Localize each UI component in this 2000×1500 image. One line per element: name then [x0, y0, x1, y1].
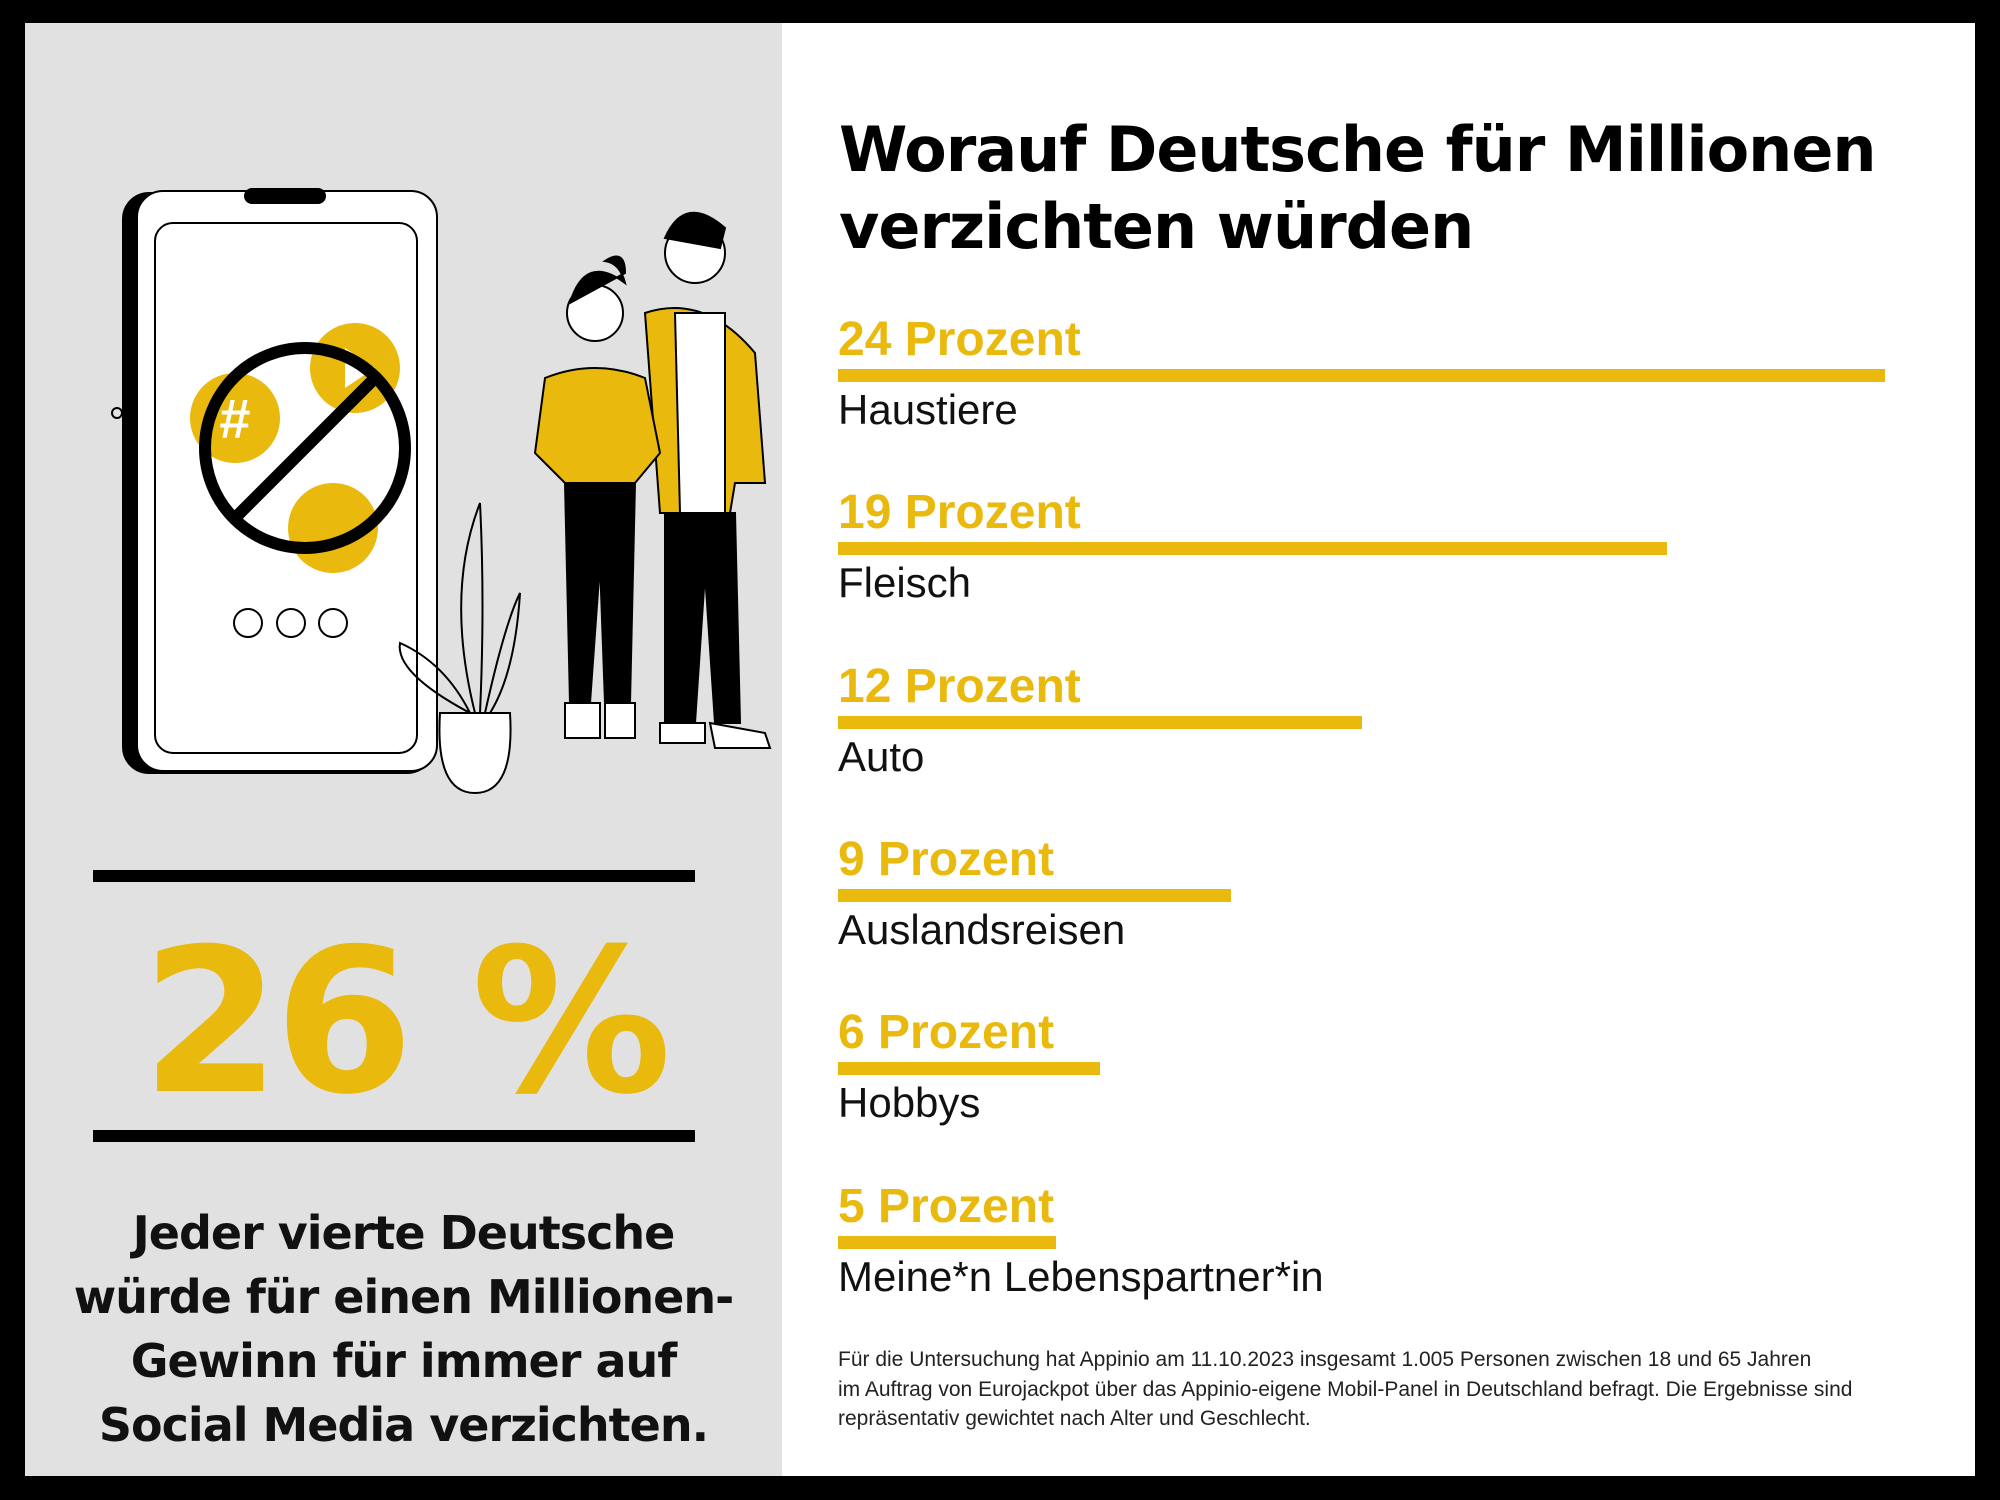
left-panel: # 2 — [25, 23, 782, 1476]
data-label: 6 Prozent — [838, 1006, 1055, 1060]
data-label: 12 Prozent — [838, 659, 1081, 713]
bar — [838, 1062, 1100, 1076]
category-label: Fleisch — [838, 559, 972, 607]
bar-item: 9 Prozent Auslandsreisen — [838, 833, 1231, 958]
bar — [838, 369, 1885, 382]
title-line: verzichten würden — [839, 190, 1474, 263]
caption-line: Social Media verzichten. — [98, 1398, 709, 1452]
couple-icon — [111, 211, 772, 749]
data-label: 24 Prozent — [838, 313, 1081, 366]
ban-icon — [199, 342, 411, 554]
data-label: 5 Prozent — [838, 1179, 1055, 1233]
title-line: Worauf Deutsche für Millionen — [839, 113, 1877, 186]
footnote: Für die Untersuchung hat Appinio am 11.1… — [838, 1345, 1958, 1434]
caption-line: Gewinn für immer auf — [130, 1334, 678, 1388]
caption-line: würde für einen Millionen- — [73, 1270, 734, 1324]
plant-icon — [398, 502, 521, 795]
caption-line: Jeder vierte Deutsche — [132, 1206, 676, 1260]
headline-percentage: 26 % — [141, 906, 671, 1139]
chart-title: Worauf Deutsche für Millionen verzichten… — [839, 111, 1877, 265]
bar — [838, 542, 1667, 556]
category-label: Haustiere — [838, 386, 1018, 433]
bar — [838, 888, 1231, 902]
footnote-line: repräsentativ gewichtet nach Alter und G… — [838, 1407, 1311, 1430]
data-label: 9 Prozent — [838, 832, 1055, 886]
bar-item: 19 Prozent Fleisch — [838, 486, 1667, 611]
category-label: Auto — [838, 732, 925, 780]
footnote-line: Für die Untersuchung hat Appinio am 11.1… — [838, 1348, 1812, 1371]
divider-top — [93, 870, 695, 882]
footnote-line: im Auftrag von Eurojackpot über das Appi… — [838, 1377, 1853, 1401]
bar-item: 24 Prozent Haustiere — [838, 313, 1885, 438]
category-label: Auslandsreisen — [838, 905, 1126, 953]
category-label: Hobbys — [838, 1079, 981, 1127]
headline-caption: Jeder vierte Deutsche würde für einen Mi… — [25, 1201, 782, 1457]
bar-item: 12 Prozent Auto — [838, 660, 1362, 785]
data-label: 19 Prozent — [838, 486, 1081, 540]
category-label: Meine*n Lebenspartner*in — [838, 1252, 1324, 1300]
bar — [838, 715, 1362, 729]
chart-panel: Worauf Deutsche für Millionen verzichten… — [782, 23, 1975, 1476]
bar-item: 5 Prozent Meine*n Lebenspartner*in — [838, 1180, 1324, 1305]
divider-bottom — [93, 1130, 695, 1142]
bar — [838, 1235, 1057, 1249]
bar-item: 6 Prozent Hobbys — [838, 1006, 1100, 1131]
phone-couple-illustration: # — [111, 188, 772, 795]
